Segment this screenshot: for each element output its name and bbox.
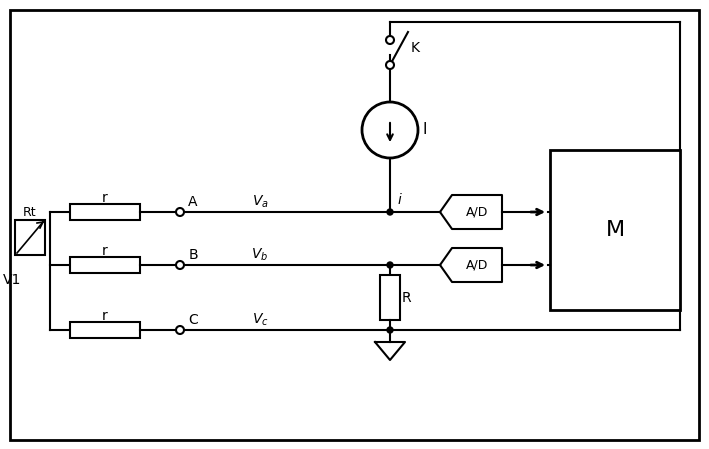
Circle shape — [387, 209, 393, 215]
Circle shape — [362, 102, 418, 158]
Text: Rt: Rt — [23, 206, 37, 219]
Circle shape — [386, 36, 394, 44]
Bar — [550, 150, 680, 310]
Text: I: I — [423, 123, 428, 137]
Text: K: K — [411, 41, 420, 55]
Bar — [15, 220, 45, 255]
Text: V1: V1 — [3, 273, 21, 287]
Text: A/D: A/D — [466, 206, 489, 219]
Text: B: B — [188, 248, 198, 262]
Text: M: M — [605, 220, 625, 240]
Text: $i$: $i$ — [397, 193, 403, 207]
Polygon shape — [440, 195, 502, 229]
Circle shape — [387, 262, 393, 268]
Text: r: r — [102, 309, 108, 323]
Bar — [70, 322, 140, 338]
Circle shape — [176, 261, 184, 269]
Circle shape — [176, 208, 184, 216]
Text: R: R — [401, 291, 411, 305]
Text: $V_c$: $V_c$ — [252, 312, 269, 328]
Text: r: r — [102, 191, 108, 205]
Text: $V_b$: $V_b$ — [252, 247, 269, 263]
Polygon shape — [440, 248, 502, 282]
Text: C: C — [188, 313, 198, 327]
Bar — [70, 257, 140, 273]
Bar — [380, 275, 400, 320]
Circle shape — [387, 327, 393, 333]
Text: A/D: A/D — [466, 259, 489, 272]
Bar — [70, 204, 140, 220]
Text: $V_a$: $V_a$ — [252, 194, 269, 210]
Circle shape — [176, 326, 184, 334]
Circle shape — [386, 61, 394, 69]
Polygon shape — [375, 342, 405, 360]
Text: r: r — [102, 244, 108, 258]
Text: A: A — [189, 195, 198, 209]
